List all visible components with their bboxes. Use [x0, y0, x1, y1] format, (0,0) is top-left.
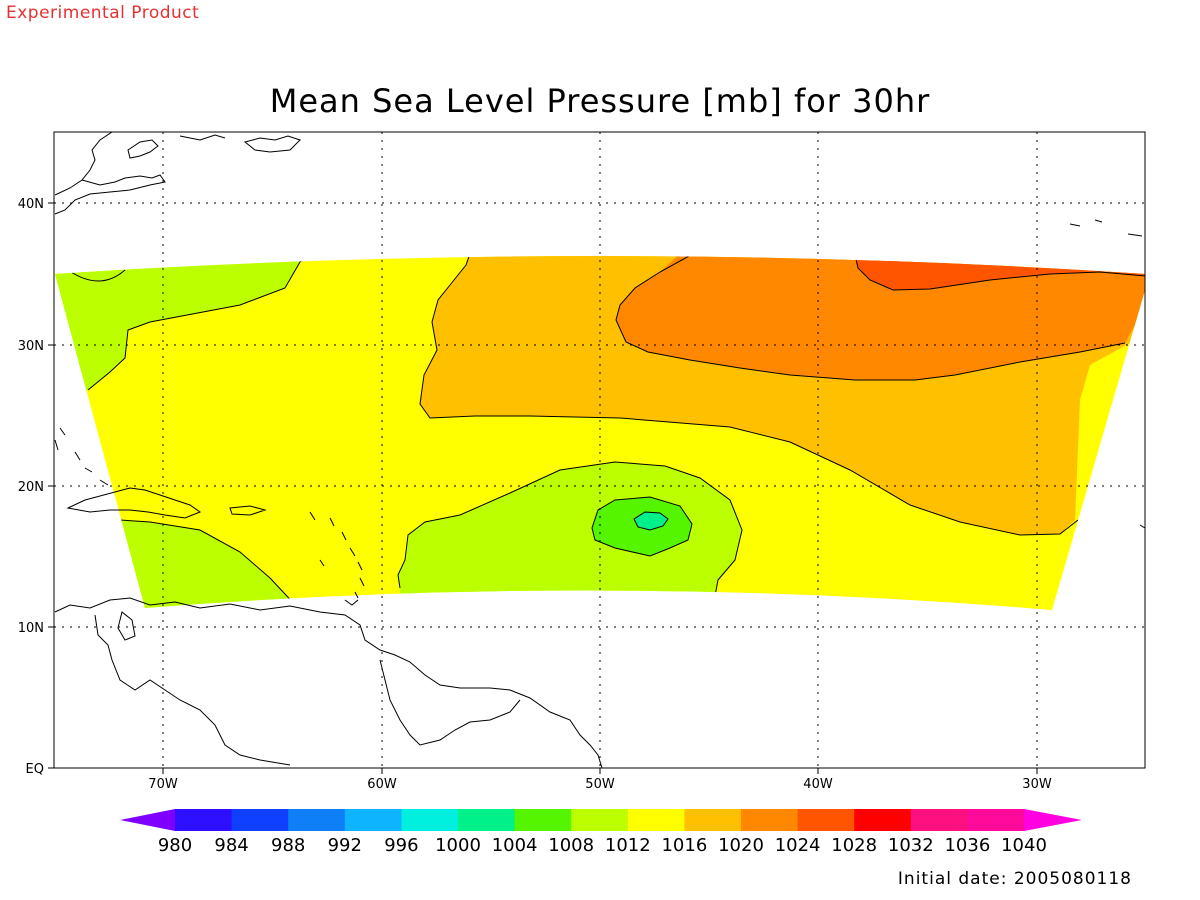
coastline-lesser-antilles [309, 511, 365, 599]
colorbar-label: 1016 [661, 835, 707, 856]
lat-label-30n: 30N [18, 339, 44, 354]
lon-label-40w: 40W [803, 777, 833, 792]
colorbar-swatch [231, 809, 289, 831]
isobar-1012-central [397, 461, 743, 610]
experimental-product-label: Experimental Product [6, 3, 200, 23]
colorbar-label: 1032 [888, 835, 934, 856]
coastline-orinoco [379, 659, 521, 746]
pressure-field [55, 256, 1145, 610]
colorbar-swatch [571, 809, 629, 831]
colorbar-label: 980 [158, 835, 192, 856]
coastline-cuba-hispaniola [66, 487, 267, 519]
isobar-1012-southwest [119, 519, 301, 610]
colorbar-swatch [401, 809, 459, 831]
colorbar-label: 1024 [775, 835, 821, 856]
field-1004 [634, 512, 668, 530]
colorbar-label: 988 [271, 835, 305, 856]
colorbar-swatch [854, 809, 912, 831]
colorbar-swatch [797, 809, 855, 831]
colorbar-right-arrow [1024, 809, 1082, 831]
coastline-bahamas [54, 427, 109, 486]
isobar-1024 [615, 256, 1126, 381]
isobar-1008 [591, 496, 693, 557]
initial-date: Initial date: 2005080118 [897, 869, 1132, 889]
field-1012-northwest [55, 256, 320, 398]
colorbar-swatch [741, 809, 799, 831]
colorbar-label: 1000 [435, 835, 481, 856]
colorbar-label: 1008 [548, 835, 594, 856]
coastline-east-africa-edge [1139, 524, 1145, 529]
tick-marks [48, 202, 1038, 774]
latitude-labels: 40N 30N 20N 10N EQ [18, 197, 44, 777]
colorbar-label: 1040 [1001, 835, 1047, 856]
lon-label-60w: 60W [367, 777, 397, 792]
colorbar-swatch [175, 809, 233, 831]
isobar-1004 [633, 511, 669, 531]
lon-label-30w: 30W [1022, 777, 1052, 792]
colorbar-swatch [627, 809, 685, 831]
coastlines [54, 132, 1145, 768]
colorbar-swatch [967, 809, 1025, 831]
lat-label-20n: 20N [18, 480, 44, 495]
lat-label-10n: 10N [18, 621, 44, 636]
colorbar-label: 1004 [492, 835, 538, 856]
isobar-1020 [419, 256, 1079, 536]
colorbar-swatch [684, 809, 742, 831]
coastline-northeast-us [54, 132, 166, 215]
coastline-azores [1069, 219, 1143, 237]
isobar-lines [67, 256, 1145, 610]
longitude-labels: 70W 60W 50W 40W 30W [148, 777, 1052, 792]
lat-label-eq: EQ [26, 762, 44, 777]
colorbar-label: 1036 [944, 835, 990, 856]
coastline-trinidad [344, 599, 359, 606]
isobar-1012-northwest [87, 256, 321, 391]
coastline-lake-maracaibo [117, 611, 136, 641]
lat-label-40n: 40N [18, 197, 44, 212]
isobar-1028 [854, 256, 1145, 291]
colorbar-label: 1012 [605, 835, 651, 856]
colorbar-label: 996 [384, 835, 418, 856]
colorbar-swatch [288, 809, 346, 831]
colorbar-swatch [910, 809, 968, 831]
map-title: Mean Sea Level Pressure [mb] for 30hr [269, 82, 931, 120]
colorbar-swatch [458, 809, 516, 831]
colorbar-left-arrow [120, 809, 175, 831]
colorbar-label: 1028 [831, 835, 877, 856]
coastline-nova-scotia [127, 134, 226, 159]
colorbar: 980 984 988 992 996 1000 1004 1008 1012 1016 1020 1… [120, 809, 1082, 856]
colorbar-swatch [344, 809, 402, 831]
colorbar-label: 992 [328, 835, 362, 856]
colorbar-label: 1020 [718, 835, 764, 856]
colorbar-swatch [514, 809, 572, 831]
lon-label-50w: 50W [585, 777, 615, 792]
isobar-1012-corner [67, 269, 126, 282]
coastline-south-america [54, 597, 603, 768]
colorbar-label: 984 [214, 835, 248, 856]
graticule [54, 132, 1145, 768]
lon-label-70w: 70W [148, 777, 178, 792]
coastline-newfoundland [243, 135, 301, 153]
